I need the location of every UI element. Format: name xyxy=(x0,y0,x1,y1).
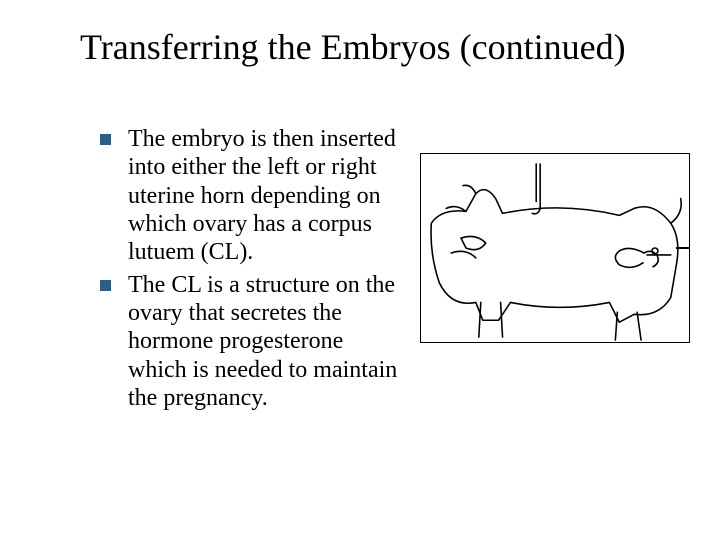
bullet-icon xyxy=(100,280,111,291)
bullet-list: The embryo is then inserted into either … xyxy=(100,125,400,416)
slide-title: Transferring the Embryos (continued) xyxy=(80,28,700,68)
list-item: The embryo is then inserted into either … xyxy=(100,125,400,267)
bullet-text: The CL is a structure on the ovary that … xyxy=(128,272,397,411)
bullet-icon xyxy=(100,134,111,145)
bullet-text: The embryo is then inserted into either … xyxy=(128,126,396,265)
slide: Transferring the Embryos (continued) The… xyxy=(0,0,720,540)
slide-body: The embryo is then inserted into either … xyxy=(100,125,700,416)
list-item: The CL is a structure on the ovary that … xyxy=(100,271,400,413)
cow-diagram-icon xyxy=(421,154,689,342)
diagram-cow-embryo-transfer xyxy=(420,153,690,343)
